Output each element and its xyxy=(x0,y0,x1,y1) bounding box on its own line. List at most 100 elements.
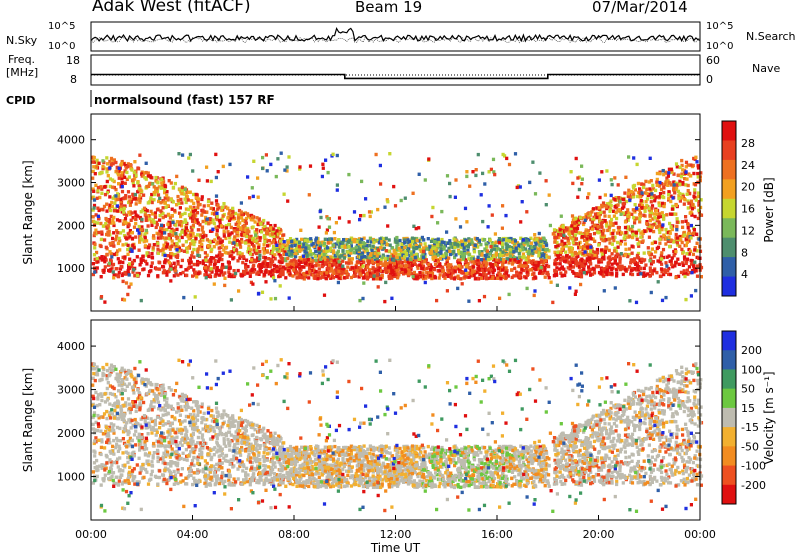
power-cell xyxy=(638,211,642,215)
power-cell xyxy=(418,247,422,252)
power-cell xyxy=(370,258,374,262)
power-cell xyxy=(681,225,685,229)
power-cell xyxy=(428,268,433,272)
power-cell xyxy=(125,177,129,181)
power-cell xyxy=(259,222,263,226)
power-cell xyxy=(157,267,162,271)
power-cell xyxy=(555,266,559,270)
power-cell xyxy=(144,218,148,222)
power-cell xyxy=(94,213,98,217)
power-cell xyxy=(377,241,381,245)
power-cell xyxy=(493,276,497,280)
power-cell xyxy=(628,265,632,269)
power-cell xyxy=(593,250,597,254)
power-cell xyxy=(647,235,651,239)
power-cell xyxy=(655,246,659,251)
power-cell xyxy=(525,239,529,243)
power-cell xyxy=(379,182,383,186)
power-cell xyxy=(531,251,535,256)
power-cell xyxy=(364,246,368,251)
power-cell xyxy=(637,244,641,248)
power-cell xyxy=(675,228,679,232)
power-cell xyxy=(655,180,659,184)
power-cell xyxy=(265,169,269,173)
power-cell xyxy=(205,217,209,221)
power-cell xyxy=(341,249,345,253)
power-cell xyxy=(239,201,243,205)
power-cell xyxy=(179,214,183,219)
power-cell xyxy=(218,250,222,254)
power-cell xyxy=(653,196,657,201)
power-cell xyxy=(650,195,654,200)
power-cell xyxy=(459,277,463,281)
power-cell xyxy=(208,257,213,262)
power-cell xyxy=(662,272,666,277)
power-cell xyxy=(455,243,460,247)
power-cell xyxy=(143,176,147,180)
power-cell xyxy=(91,208,95,212)
power-cell xyxy=(105,232,109,237)
power-cell xyxy=(524,264,528,268)
power-cell xyxy=(626,208,630,212)
power-cell xyxy=(318,209,322,214)
power-cell xyxy=(163,231,167,235)
power-cell xyxy=(359,266,363,270)
power-cell xyxy=(112,273,116,277)
power-cell xyxy=(258,268,262,272)
power-cell xyxy=(147,254,151,259)
power-cell xyxy=(542,270,546,274)
power-cell xyxy=(452,237,456,241)
power-cell xyxy=(95,250,99,255)
power-cell xyxy=(510,268,514,272)
power-cell xyxy=(589,262,593,266)
power-cell xyxy=(249,213,253,218)
power-cell xyxy=(239,210,243,214)
power-cell xyxy=(519,263,523,268)
power-cell xyxy=(162,243,166,247)
power-cell xyxy=(187,258,191,263)
power-cell xyxy=(327,269,331,273)
power-cell xyxy=(477,261,481,265)
power-cell xyxy=(576,195,580,199)
power-cell xyxy=(309,239,313,243)
power-cell xyxy=(547,276,551,280)
power-cell xyxy=(632,259,637,263)
power-cell xyxy=(636,251,640,256)
power-cell xyxy=(471,170,475,174)
power-cell xyxy=(215,215,219,219)
power-cell xyxy=(165,193,169,198)
power-cell xyxy=(597,270,602,275)
power-cell xyxy=(167,269,171,273)
power-cell xyxy=(671,204,675,209)
power-cell xyxy=(339,241,343,245)
power-cell xyxy=(152,221,156,225)
power-cell xyxy=(224,226,229,230)
power-cell xyxy=(132,197,136,201)
velocity-cell xyxy=(681,433,685,437)
power-cell xyxy=(686,163,690,167)
power-cell xyxy=(317,254,321,258)
power-cell xyxy=(435,298,439,303)
velocity-cell xyxy=(278,449,282,454)
power-cell xyxy=(93,242,97,246)
power-cell xyxy=(293,248,297,252)
power-cell xyxy=(642,266,646,271)
power-cell xyxy=(224,236,228,241)
power-cell xyxy=(551,232,555,236)
power-cell xyxy=(591,251,595,256)
power-cell xyxy=(143,244,148,248)
power-cell xyxy=(206,244,210,248)
power-cell xyxy=(661,247,666,252)
power-cell xyxy=(152,190,156,195)
power-cell xyxy=(591,217,595,222)
power-cell xyxy=(190,239,194,243)
power-cell xyxy=(192,268,196,272)
power-cell xyxy=(477,268,481,272)
power-cell xyxy=(539,269,543,274)
power-cell xyxy=(659,267,664,271)
power-cell xyxy=(167,236,171,241)
power-cell xyxy=(368,236,373,241)
power-cell xyxy=(117,236,121,241)
power-cell xyxy=(602,289,606,293)
power-cell xyxy=(180,192,184,196)
